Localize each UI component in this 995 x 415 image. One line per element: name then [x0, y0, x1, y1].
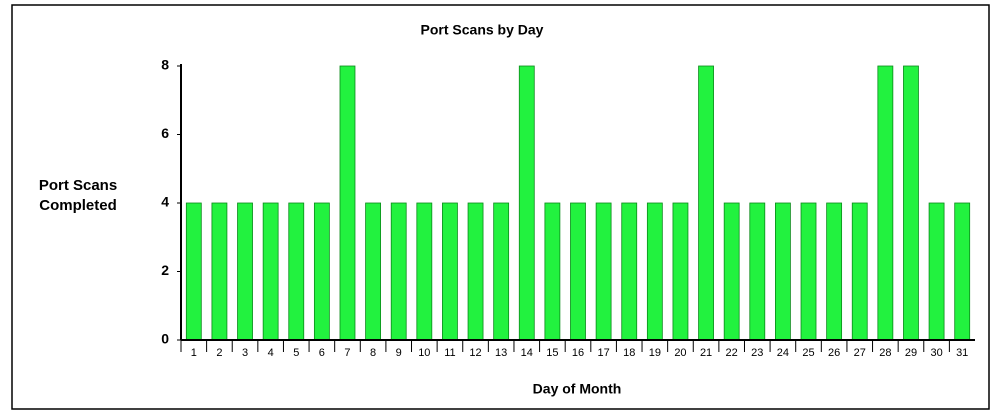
y-tick-label: 4 [161, 194, 169, 210]
bar [826, 202, 843, 341]
x-tick-label: 3 [242, 347, 248, 359]
bar [442, 202, 458, 341]
bar [775, 202, 791, 341]
bar [390, 202, 407, 341]
bar [493, 202, 510, 341]
x-axis-label: Day of Month [533, 381, 622, 397]
x-tick-label: 28 [879, 347, 891, 359]
bar [621, 202, 638, 341]
bar [237, 202, 253, 341]
bar [262, 202, 279, 341]
x-tick-label: 16 [572, 347, 584, 359]
bar [288, 202, 305, 341]
x-tick-label: 22 [726, 347, 738, 359]
x-tick-label: 4 [268, 347, 274, 359]
y-axis-label: Port Scans Completed [38, 177, 118, 214]
x-tick-label: 30 [930, 347, 942, 359]
x-tick-label: 6 [319, 347, 325, 359]
bar [544, 202, 561, 341]
x-tick-label: 7 [344, 347, 350, 359]
bar [211, 202, 228, 341]
bar [877, 65, 894, 341]
x-tick-label: 27 [854, 347, 866, 359]
bar [954, 202, 971, 341]
bar [365, 202, 381, 341]
x-tick-label: 17 [597, 347, 609, 359]
bar [851, 202, 868, 341]
x-tick-label: 26 [828, 347, 840, 359]
x-tick-label: 11 [444, 347, 455, 359]
x-tick-label: 24 [777, 347, 789, 359]
bar [339, 65, 356, 341]
x-tick-label: 13 [495, 347, 507, 359]
x-tick-label: 5 [293, 347, 299, 359]
bar [570, 202, 586, 341]
bar [749, 202, 766, 341]
x-tick-label: 15 [546, 347, 558, 359]
x-tick-label: 20 [674, 347, 686, 359]
bar [698, 65, 714, 341]
bar [595, 202, 612, 341]
y-tick-label: 8 [161, 57, 169, 73]
x-tick-label: 19 [649, 347, 661, 359]
bar [185, 202, 202, 341]
x-tick-label: 29 [905, 347, 917, 359]
bar [672, 202, 689, 341]
y-tick-label: 0 [161, 331, 169, 347]
x-tick-label: 23 [751, 347, 763, 359]
x-tick-label: 14 [521, 347, 533, 359]
x-tick-label: 25 [802, 347, 814, 359]
x-tick-label: 8 [370, 347, 376, 359]
x-tick-label: 18 [623, 347, 635, 359]
x-tick-label: 2 [216, 347, 222, 359]
bar [646, 202, 663, 341]
bar [723, 202, 740, 341]
bar [800, 202, 817, 341]
bar [467, 202, 484, 341]
y-tick-label: 6 [161, 125, 169, 141]
bar [928, 202, 945, 341]
x-tick-label: 21 [700, 347, 712, 359]
bar [518, 65, 535, 341]
bar [416, 202, 433, 341]
bar [313, 202, 330, 341]
x-tick-label: 12 [469, 347, 481, 359]
bar [903, 65, 919, 341]
y-tick-label: 2 [161, 262, 169, 278]
chart-title: Port Scans by Day [421, 22, 544, 38]
x-tick-label: 9 [396, 347, 402, 359]
x-tick-label: 31 [956, 347, 968, 359]
x-tick-label: 1 [191, 347, 197, 359]
chart-frame [11, 4, 990, 410]
x-tick-label: 10 [418, 347, 430, 359]
